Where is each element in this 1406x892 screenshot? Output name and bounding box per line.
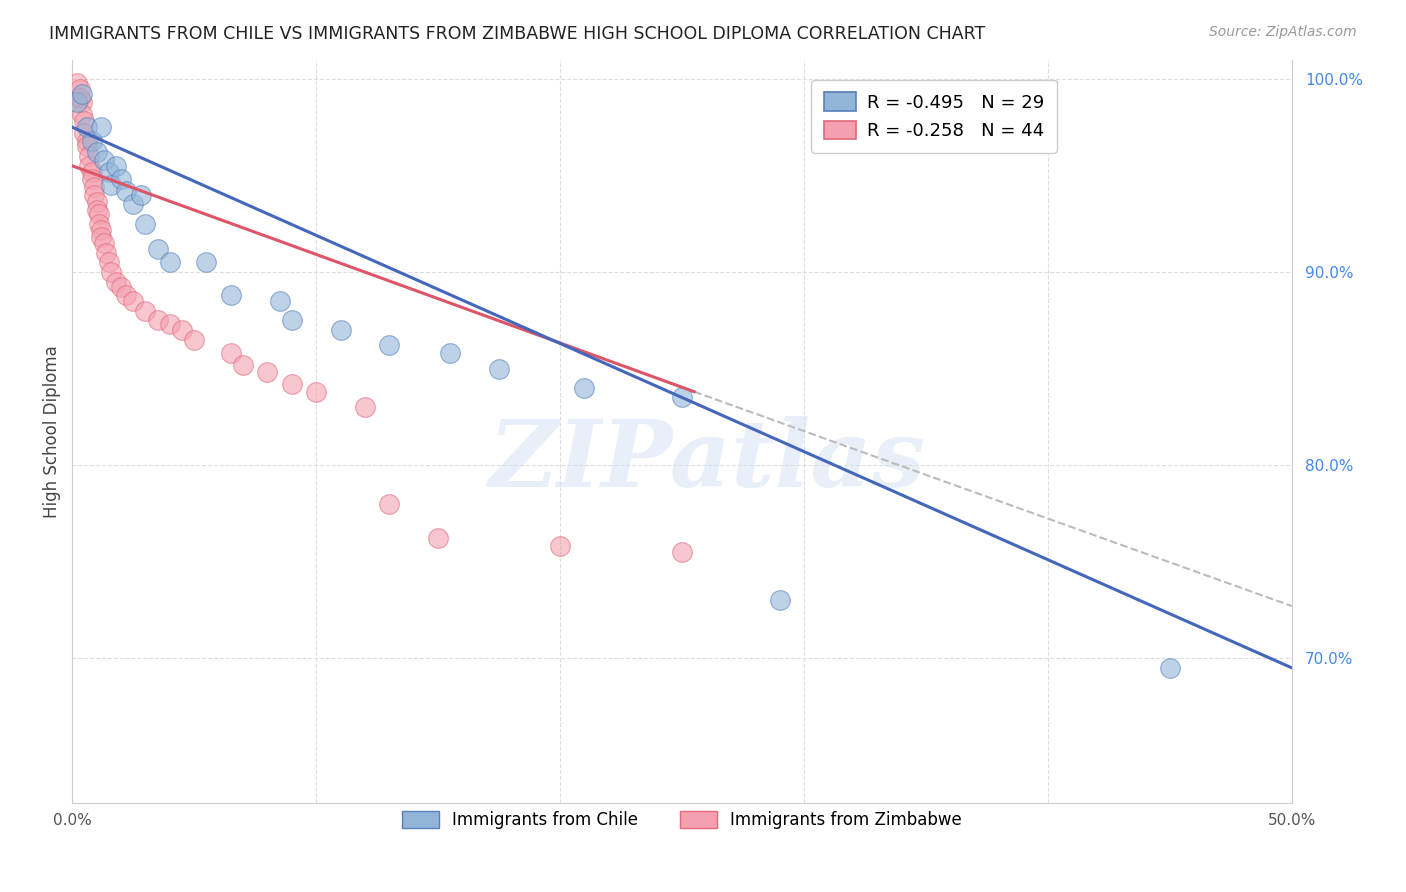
Point <box>66 76 89 90</box>
Legend: Immigrants from Chile, Immigrants from Zimbabwe: Immigrants from Chile, Immigrants from Z… <box>395 804 969 836</box>
Point <box>329 323 352 337</box>
Point <box>97 164 120 178</box>
Point <box>134 217 156 231</box>
Point <box>115 184 138 198</box>
Text: Source: ZipAtlas.com: Source: ZipAtlas.com <box>1209 25 1357 39</box>
Point <box>79 159 101 173</box>
Point <box>76 120 98 135</box>
Y-axis label: High School Diploma: High School Diploma <box>44 345 60 517</box>
Point <box>97 255 120 269</box>
Point <box>86 203 108 218</box>
Point <box>105 159 128 173</box>
Point <box>159 255 181 269</box>
Point <box>256 365 278 379</box>
Point <box>100 265 122 279</box>
Point <box>183 333 205 347</box>
Point <box>134 303 156 318</box>
Point <box>488 361 510 376</box>
Point <box>80 164 103 178</box>
Point <box>671 545 693 559</box>
Text: ZIPatlas: ZIPatlas <box>488 416 925 506</box>
Point <box>354 400 377 414</box>
Point <box>305 384 328 399</box>
Point <box>110 280 132 294</box>
Point <box>768 593 790 607</box>
Point <box>70 106 93 120</box>
Point <box>122 197 145 211</box>
Point <box>548 539 571 553</box>
Point <box>76 134 98 148</box>
Point <box>83 180 105 194</box>
Point <box>70 95 93 109</box>
Point <box>159 317 181 331</box>
Point <box>280 376 302 391</box>
Point <box>110 172 132 186</box>
Point <box>195 255 218 269</box>
Point <box>427 532 450 546</box>
Point <box>671 391 693 405</box>
Point <box>170 323 193 337</box>
Point <box>93 153 115 167</box>
Point <box>378 497 401 511</box>
Point <box>378 338 401 352</box>
Point <box>439 346 461 360</box>
Point <box>280 313 302 327</box>
Point <box>80 172 103 186</box>
Point <box>86 195 108 210</box>
Point <box>79 149 101 163</box>
Point <box>80 134 103 148</box>
Point <box>90 230 112 244</box>
Point <box>93 235 115 250</box>
Point <box>73 114 96 128</box>
Point <box>219 288 242 302</box>
Point <box>76 139 98 153</box>
Point <box>69 81 91 95</box>
Point <box>66 95 89 109</box>
Point <box>90 120 112 135</box>
Point <box>269 293 291 308</box>
Point <box>70 87 93 102</box>
Point <box>105 275 128 289</box>
Point <box>219 346 242 360</box>
Point <box>87 207 110 221</box>
Point <box>90 222 112 236</box>
Point <box>100 178 122 193</box>
Point <box>1159 661 1181 675</box>
Point <box>146 313 169 327</box>
Point <box>129 187 152 202</box>
Point <box>96 245 118 260</box>
Point <box>122 293 145 308</box>
Point <box>83 187 105 202</box>
Point <box>87 217 110 231</box>
Point <box>86 145 108 160</box>
Point <box>146 242 169 256</box>
Point <box>574 381 596 395</box>
Point <box>69 91 91 105</box>
Point <box>115 288 138 302</box>
Point <box>232 358 254 372</box>
Point <box>73 126 96 140</box>
Text: IMMIGRANTS FROM CHILE VS IMMIGRANTS FROM ZIMBABWE HIGH SCHOOL DIPLOMA CORRELATIO: IMMIGRANTS FROM CHILE VS IMMIGRANTS FROM… <box>49 25 986 43</box>
